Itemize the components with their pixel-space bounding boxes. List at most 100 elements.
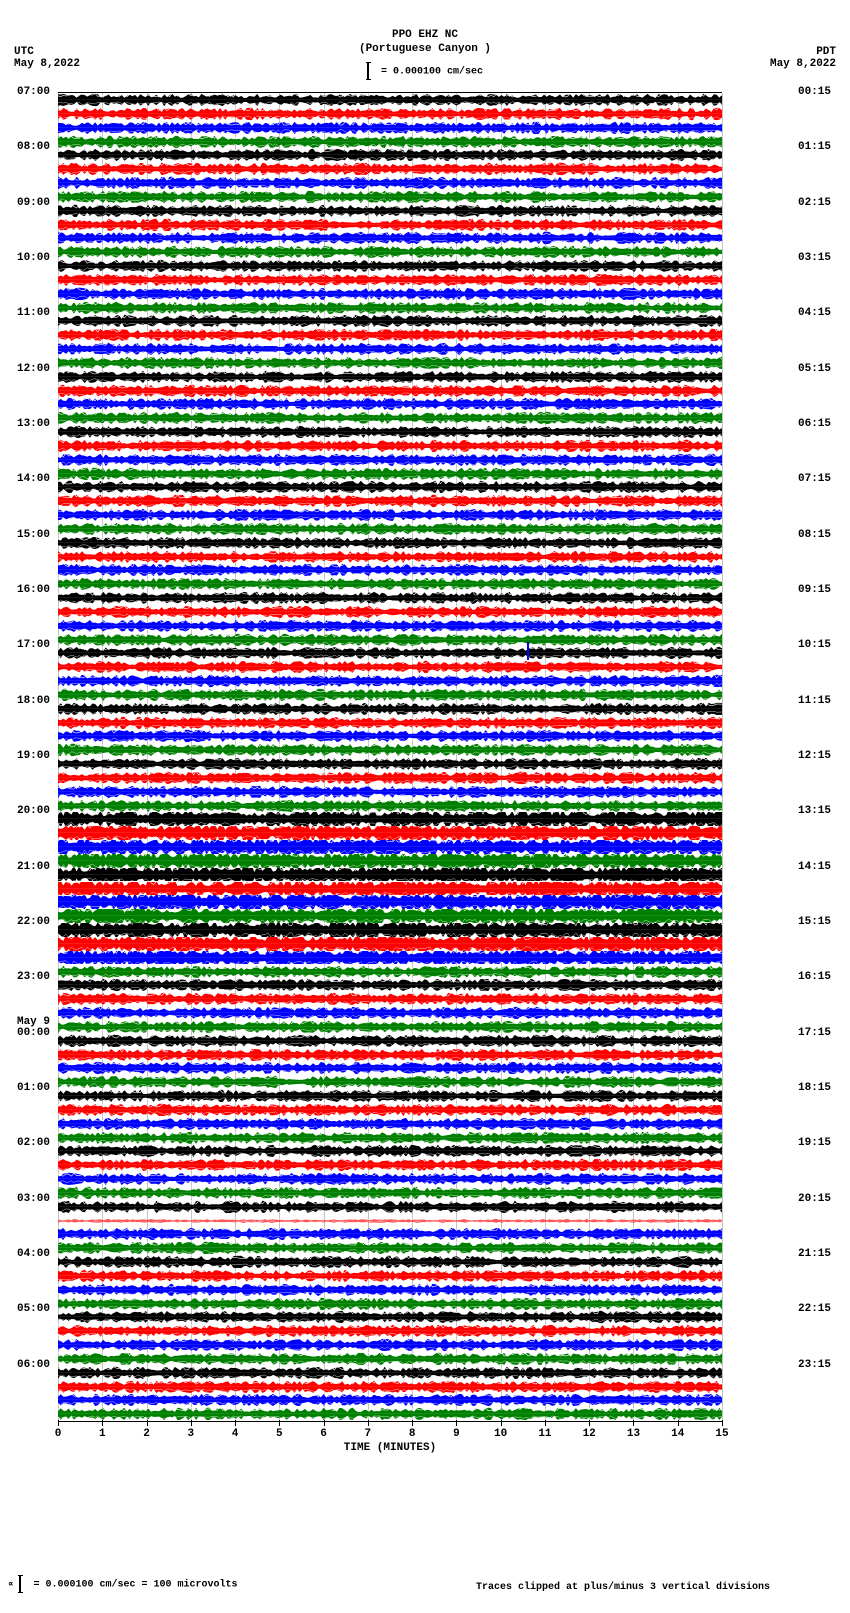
seismic-trace: [58, 757, 722, 771]
x-tick-label: 7: [365, 1428, 372, 1440]
pdt-hour-label: 08:15: [798, 530, 831, 541]
seismic-trace: [58, 992, 722, 1006]
x-tick-mark: [678, 1420, 679, 1426]
utc-hour-label: 04:00: [17, 1249, 50, 1260]
seismic-trace: [58, 563, 722, 577]
seismic-trace: [58, 1324, 722, 1338]
pdt-hour-label: 05:15: [798, 364, 831, 375]
seismic-trace: [58, 1407, 722, 1421]
x-tick-mark: [412, 1420, 413, 1426]
utc-hour-label: May 900:00: [17, 1017, 50, 1039]
utc-hour-label: 09:00: [17, 198, 50, 209]
seismic-trace: [58, 480, 722, 494]
seismic-trace: [58, 937, 722, 951]
x-tick-label: 8: [409, 1428, 416, 1440]
x-tick-mark: [279, 1420, 280, 1426]
seismic-trace: [58, 702, 722, 716]
utc-hour-label: 06:00: [17, 1360, 50, 1371]
grid-line-vertical: [722, 93, 723, 1421]
x-tick-label: 2: [143, 1428, 150, 1440]
x-tick-mark: [633, 1420, 634, 1426]
x-tick-label: 11: [538, 1428, 551, 1440]
utc-hour-label: 08:00: [17, 142, 50, 153]
pdt-hour-label: 17:15: [798, 1028, 831, 1039]
seismic-trace: [58, 245, 722, 259]
event-spike: [527, 642, 529, 660]
pdt-hour-label: 13:15: [798, 806, 831, 817]
seismic-trace: [58, 605, 722, 619]
utc-hour-label: 14:00: [17, 474, 50, 485]
seismic-trace: [58, 1034, 722, 1048]
seismic-trace: [58, 1227, 722, 1241]
x-tick-mark: [147, 1420, 148, 1426]
seismic-trace: [58, 1144, 722, 1158]
pdt-hour-label: 20:15: [798, 1194, 831, 1205]
pdt-hour-label: 15:15: [798, 917, 831, 928]
pdt-hour-label: 16:15: [798, 972, 831, 983]
seismic-trace: [58, 356, 722, 370]
seismic-trace: [58, 107, 722, 121]
seismic-trace: [58, 1103, 722, 1117]
seismic-trace: [58, 439, 722, 453]
seismic-trace: [58, 674, 722, 688]
x-tick-mark: [235, 1420, 236, 1426]
footer-right: Traces clipped at plus/minus 3 vertical …: [476, 1582, 770, 1593]
seismic-trace: [58, 660, 722, 674]
seismic-trace: [58, 453, 722, 467]
seismic-trace: [58, 536, 722, 550]
pdt-hour-label: 03:15: [798, 253, 831, 264]
seismic-trace: [58, 1117, 722, 1131]
seismic-trace: [58, 1214, 722, 1228]
pdt-hour-label: 12:15: [798, 751, 831, 762]
seismic-trace: [58, 1131, 722, 1145]
x-tick-label: 6: [320, 1428, 327, 1440]
utc-hour-label: 12:00: [17, 364, 50, 375]
utc-hour-label: 10:00: [17, 253, 50, 264]
utc-hour-label: 15:00: [17, 530, 50, 541]
utc-hour-label: 23:00: [17, 972, 50, 983]
seismic-trace: [58, 1020, 722, 1034]
pdt-hour-label: 18:15: [798, 1083, 831, 1094]
seismic-trace: [58, 785, 722, 799]
utc-hour-label: 16:00: [17, 585, 50, 596]
chart-header: PPO EHZ NC (Portuguese Canyon ) = 0.0001…: [0, 0, 850, 80]
x-tick-mark: [722, 1420, 723, 1426]
seismic-trace: [58, 909, 722, 923]
x-tick-label: 4: [232, 1428, 239, 1440]
seismic-trace: [58, 1310, 722, 1324]
seismic-trace: [58, 1061, 722, 1075]
utc-hour-label: 02:00: [17, 1138, 50, 1149]
seismic-trace: [58, 467, 722, 481]
seismic-trace: [58, 895, 722, 909]
utc-hour-label: 05:00: [17, 1304, 50, 1315]
seismic-trace: [58, 384, 722, 398]
seismic-trace: [58, 1075, 722, 1089]
utc-hour-label: 20:00: [17, 806, 50, 817]
tz-right-date: May 8,2022: [770, 58, 836, 70]
seismic-trace: [58, 1269, 722, 1283]
x-tick-label: 1: [99, 1428, 106, 1440]
seismic-trace: [58, 204, 722, 218]
seismic-trace: [58, 273, 722, 287]
seismic-trace: [58, 923, 722, 937]
seismic-trace: [58, 1158, 722, 1172]
chart-scale-indicator: = 0.000100 cm/sec: [0, 62, 850, 80]
seismic-trace: [58, 370, 722, 384]
pdt-hour-label: 02:15: [798, 198, 831, 209]
pdt-hour-label: 22:15: [798, 1304, 831, 1315]
seismic-trace: [58, 882, 722, 896]
seismic-trace: [58, 218, 722, 232]
pdt-hour-label: 21:15: [798, 1249, 831, 1260]
seismic-trace: [58, 854, 722, 868]
seismic-trace: [58, 287, 722, 301]
x-tick-label: 13: [627, 1428, 640, 1440]
seismic-trace: [58, 494, 722, 508]
seismic-trace: [58, 135, 722, 149]
seismic-trace: [58, 176, 722, 190]
utc-hour-label: 18:00: [17, 696, 50, 707]
pdt-hour-label: 00:15: [798, 87, 831, 98]
x-tick-mark: [58, 1420, 59, 1426]
pdt-hour-label: 04:15: [798, 308, 831, 319]
x-tick-mark: [456, 1420, 457, 1426]
seismic-trace: [58, 591, 722, 605]
